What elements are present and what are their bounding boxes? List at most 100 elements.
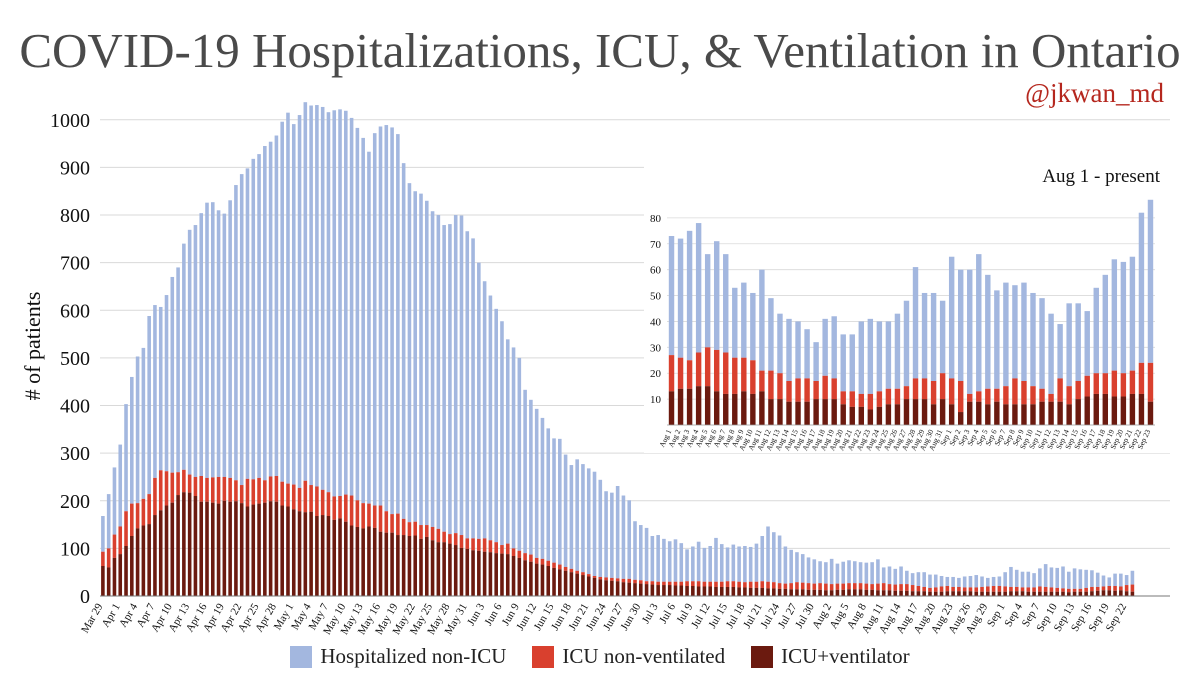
inset-bar-icu bbox=[759, 370, 765, 392]
bar-icu bbox=[754, 581, 759, 588]
bar-hospitalized bbox=[725, 547, 730, 582]
inset-bar-ventilator bbox=[741, 391, 747, 425]
bar-icu bbox=[627, 578, 632, 583]
bar-hospitalized bbox=[1119, 573, 1123, 587]
bar-ventilator bbox=[725, 586, 730, 596]
bar-hospitalized bbox=[303, 102, 308, 481]
bar-icu bbox=[355, 500, 360, 527]
bar-hospitalized bbox=[824, 562, 828, 584]
bar-hospitalized bbox=[743, 546, 747, 583]
bar-hospitalized bbox=[673, 539, 678, 582]
bar-ventilator bbox=[939, 591, 944, 596]
bar-icu bbox=[1049, 587, 1054, 592]
inset-bar-icu bbox=[1093, 373, 1099, 394]
legend-swatch-icu bbox=[532, 645, 555, 668]
bar-icu bbox=[407, 522, 412, 536]
inset-bar-hospitalized bbox=[822, 318, 828, 376]
inset-bar-hospitalized bbox=[903, 300, 910, 387]
bar-ventilator bbox=[933, 591, 938, 596]
bar-hospitalized bbox=[719, 544, 724, 582]
bar-hospitalized bbox=[835, 563, 840, 584]
bar-hospitalized bbox=[1107, 577, 1112, 586]
bar-hospitalized bbox=[650, 536, 655, 582]
bar-ventilator bbox=[696, 586, 701, 596]
inset-bar-ventilator bbox=[1057, 401, 1063, 425]
bar-ventilator bbox=[419, 538, 423, 596]
bar-icu bbox=[193, 476, 198, 496]
bar-hospitalized bbox=[477, 262, 481, 539]
bar-hospitalized bbox=[130, 376, 134, 504]
bar-icu bbox=[604, 577, 608, 581]
inset-bar-icu bbox=[704, 347, 711, 387]
bar-hospitalized bbox=[338, 109, 342, 496]
bar-ventilator bbox=[534, 563, 539, 596]
inset-bar-ventilator bbox=[822, 399, 828, 425]
bar-icu bbox=[210, 477, 215, 503]
inset-bar-hospitalized bbox=[686, 230, 693, 361]
inset-bar-hospitalized bbox=[741, 282, 747, 358]
bar-ventilator bbox=[633, 583, 637, 596]
inset-bar-hospitalized bbox=[713, 241, 720, 350]
inset-bar-hospitalized bbox=[1093, 287, 1099, 374]
inset-bar-ventilator bbox=[948, 404, 955, 425]
bar-ventilator bbox=[592, 577, 597, 596]
bar-hospitalized bbox=[164, 295, 169, 472]
bar-ventilator bbox=[627, 582, 632, 596]
inset-bar-ventilator bbox=[1030, 404, 1036, 425]
inset-bar-icu bbox=[1129, 370, 1136, 394]
inset-bar-icu bbox=[750, 360, 756, 394]
bar-icu bbox=[812, 583, 817, 590]
bar-icu bbox=[575, 570, 579, 574]
bar-hospitalized bbox=[193, 225, 198, 477]
inset-bar-hospitalized bbox=[1048, 313, 1054, 394]
bar-hospitalized bbox=[1113, 573, 1117, 586]
bar-hospitalized bbox=[922, 572, 926, 587]
bar-ventilator bbox=[257, 503, 261, 596]
inset-bar-hospitalized bbox=[1129, 256, 1136, 371]
bar-hospitalized bbox=[1124, 575, 1129, 586]
bar-hospitalized bbox=[598, 479, 603, 577]
bar-icu bbox=[691, 581, 695, 586]
bar-ventilator bbox=[465, 548, 470, 596]
bar-ventilator bbox=[1101, 590, 1106, 596]
bar-icu bbox=[806, 583, 811, 590]
bar-hospitalized bbox=[263, 146, 267, 481]
bar-ventilator bbox=[482, 551, 487, 596]
bar-ventilator bbox=[673, 585, 678, 596]
inset-bar-ventilator bbox=[750, 393, 756, 425]
bar-icu bbox=[748, 581, 753, 588]
bar-icu bbox=[286, 483, 290, 507]
bar-hospitalized bbox=[1003, 572, 1007, 587]
bar-icu bbox=[268, 476, 273, 502]
inset-bar-hospitalized bbox=[1111, 259, 1118, 371]
bar-icu bbox=[505, 543, 510, 555]
bar-icu bbox=[141, 498, 146, 526]
bar-ventilator bbox=[372, 527, 377, 596]
inset-bar-icu bbox=[677, 357, 684, 389]
bar-ventilator bbox=[297, 511, 302, 596]
bar-icu bbox=[615, 578, 620, 582]
bar-hospitalized bbox=[806, 557, 811, 584]
bar-hospitalized bbox=[586, 468, 591, 575]
bar-icu bbox=[147, 494, 151, 525]
bar-hospitalized bbox=[424, 200, 429, 526]
inset-bar-icu bbox=[695, 352, 702, 387]
bar-hospitalized bbox=[1020, 571, 1025, 588]
inset-y-tick-label: 80 bbox=[650, 213, 662, 225]
inset-bar-ventilator bbox=[768, 399, 774, 425]
bar-hospitalized bbox=[928, 574, 932, 588]
bar-ventilator bbox=[650, 584, 655, 596]
bar-ventilator bbox=[1009, 591, 1013, 596]
inset-bar-icu bbox=[1021, 380, 1027, 405]
bar-ventilator bbox=[453, 545, 458, 596]
bar-hospitalized bbox=[1043, 564, 1048, 587]
bar-ventilator bbox=[488, 552, 493, 596]
y-tick-label: 600 bbox=[60, 300, 90, 322]
inset-bar-icu bbox=[948, 378, 955, 405]
bar-hospitalized bbox=[1072, 568, 1077, 589]
bar-icu bbox=[980, 586, 984, 592]
inset-bar-ventilator bbox=[876, 406, 883, 425]
bar-icu bbox=[1026, 587, 1031, 592]
bar-ventilator bbox=[210, 502, 215, 596]
bar-hospitalized bbox=[1130, 570, 1135, 585]
